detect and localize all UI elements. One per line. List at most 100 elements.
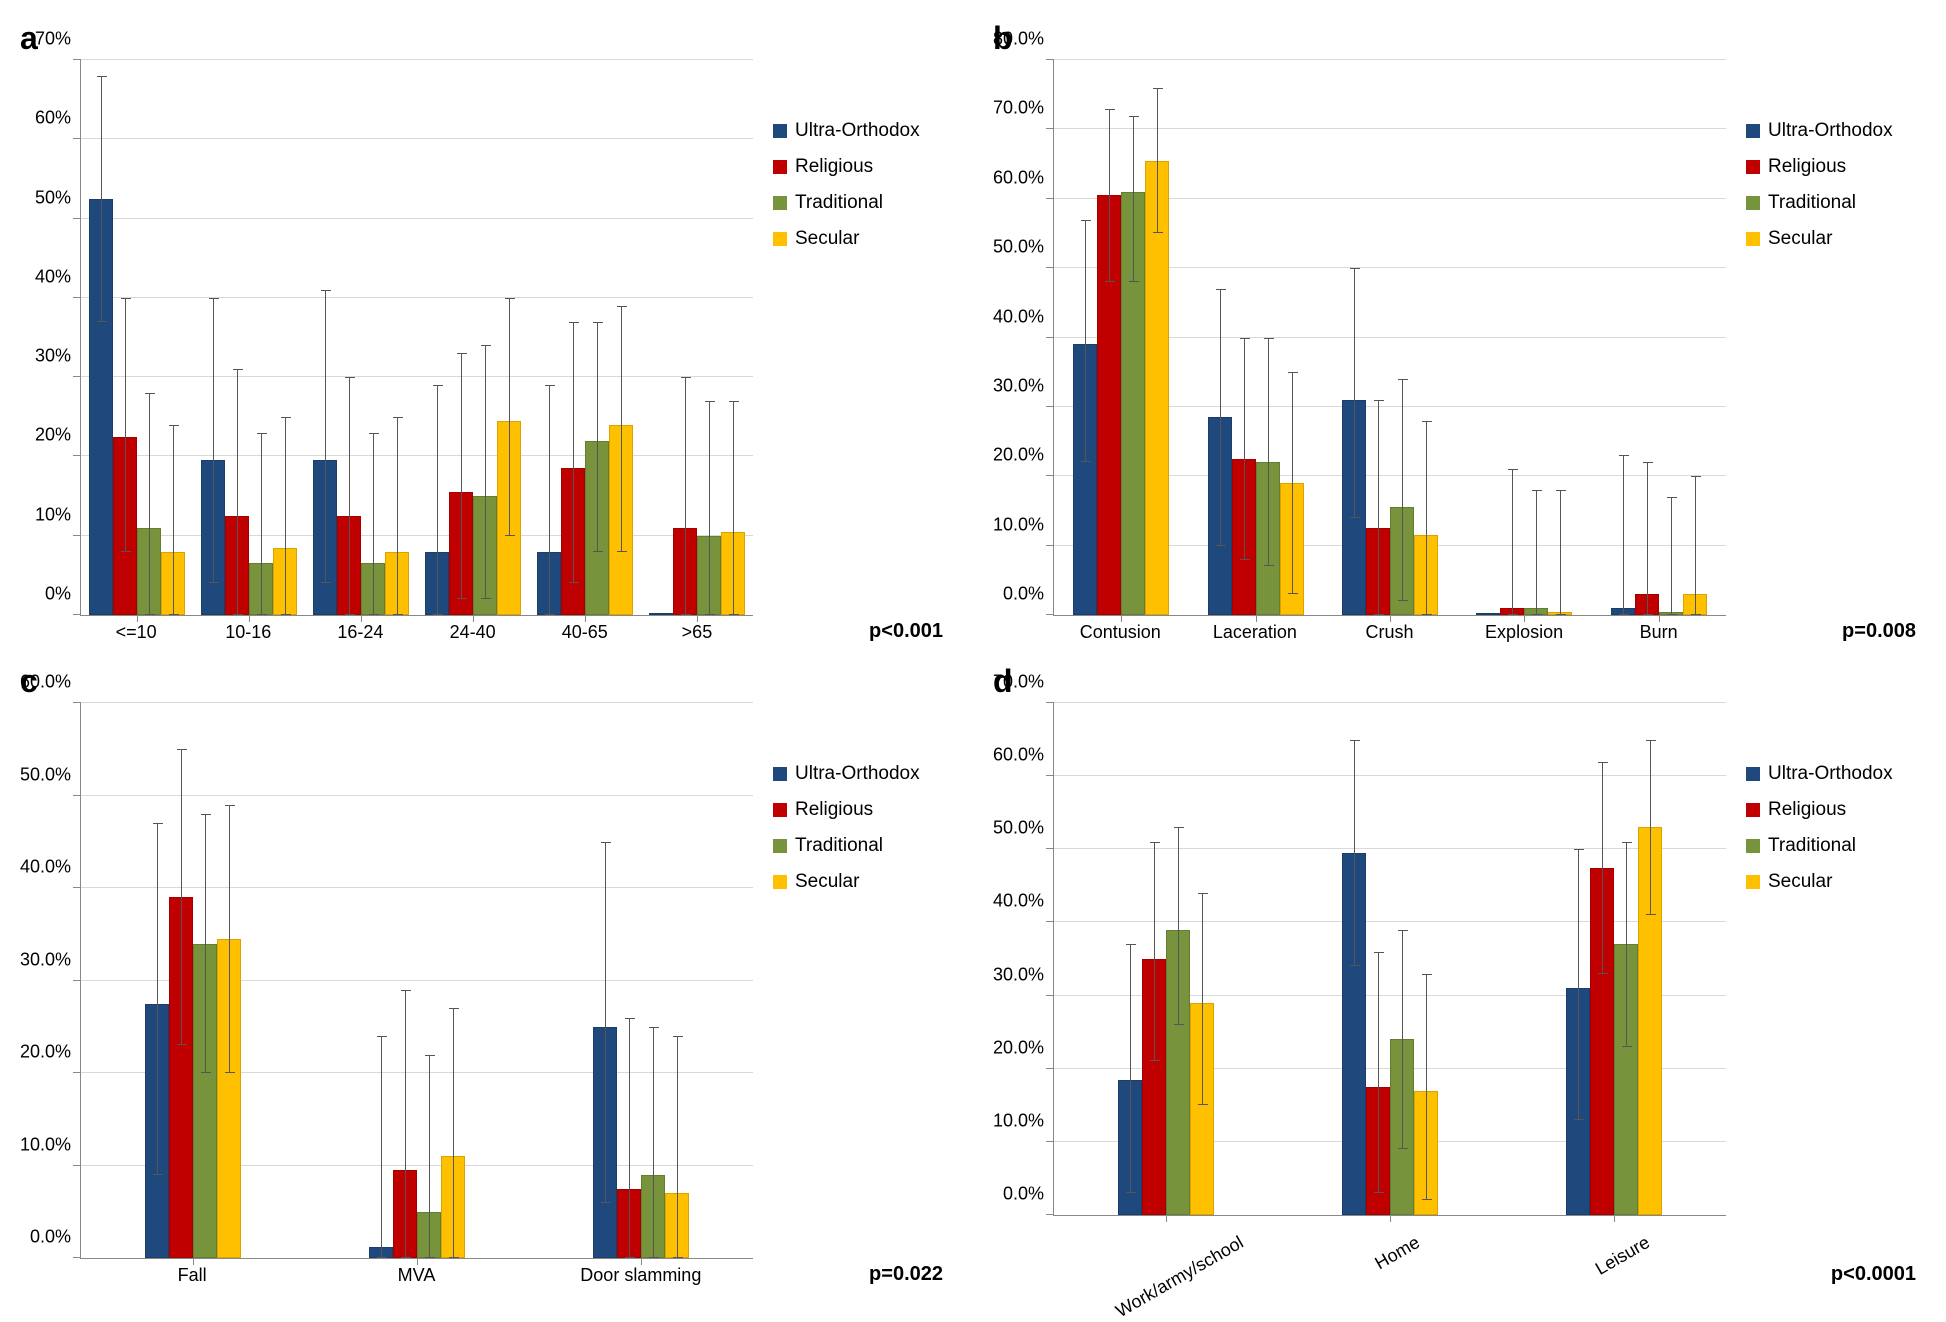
legend-label: Traditional xyxy=(1768,192,1856,214)
legend-label: Traditional xyxy=(795,192,883,214)
x-tick xyxy=(137,615,138,622)
error-cap-bottom xyxy=(433,614,443,615)
bar-group xyxy=(529,703,753,1258)
error-cap-top xyxy=(1556,490,1566,491)
error-bar xyxy=(1560,490,1561,615)
x-tick xyxy=(641,1258,642,1265)
legend-label: Religious xyxy=(1768,799,1846,821)
bar-group xyxy=(1323,60,1457,615)
error-cap-bottom xyxy=(209,582,219,583)
error-cap-bottom xyxy=(233,614,243,615)
legend-label: Ultra-Orthodox xyxy=(795,763,920,785)
error-cap-top xyxy=(177,749,187,750)
error-cap-bottom xyxy=(169,614,179,615)
x-tick xyxy=(193,1258,194,1265)
legend-label: Secular xyxy=(795,871,859,893)
error-cap-top xyxy=(1422,974,1432,975)
error-bar xyxy=(509,298,510,536)
error-cap-bottom xyxy=(145,614,155,615)
y-tick xyxy=(1046,1068,1054,1069)
bar-group xyxy=(641,60,753,615)
error-bar xyxy=(229,805,230,1073)
x-tick xyxy=(1390,1215,1391,1222)
error-bar xyxy=(1647,462,1648,615)
error-bar xyxy=(1378,952,1379,1193)
error-bar xyxy=(125,298,126,552)
error-overlay xyxy=(305,703,529,1258)
error-cap-bottom xyxy=(1574,1119,1584,1120)
error-bar xyxy=(397,417,398,615)
error-bar xyxy=(213,298,214,583)
error-cap-bottom xyxy=(601,1202,611,1203)
error-cap-top xyxy=(617,306,627,307)
error-cap-top xyxy=(153,823,163,824)
error-cap-bottom xyxy=(481,598,491,599)
y-axis-label: 30% xyxy=(35,346,81,367)
error-bar xyxy=(1085,220,1086,463)
p-value: p=0.008 xyxy=(1842,620,1916,643)
error-cap-top xyxy=(1350,268,1360,269)
error-bar xyxy=(1602,762,1603,974)
error-cap-bottom xyxy=(425,1257,435,1258)
error-cap-top xyxy=(457,353,467,354)
y-axis-label: 0.0% xyxy=(30,1227,81,1248)
error-bar xyxy=(1244,338,1245,560)
error-bar xyxy=(1671,497,1672,615)
error-bar xyxy=(1426,974,1427,1201)
error-cap-bottom xyxy=(705,614,715,615)
error-bar xyxy=(1536,490,1537,615)
bar-group xyxy=(1592,60,1726,615)
legend-swatch xyxy=(773,767,787,781)
error-cap-top xyxy=(1374,952,1384,953)
y-axis-label: 40.0% xyxy=(993,306,1054,327)
y-axis-label: 10% xyxy=(35,504,81,525)
error-cap-top xyxy=(345,377,355,378)
error-overlay xyxy=(417,60,529,615)
chart-area: 0.0%10.0%20.0%30.0%40.0%50.0%60.0%70.0%W… xyxy=(993,663,1726,1286)
legend-swatch xyxy=(773,196,787,210)
y-axis-label: 50.0% xyxy=(993,818,1054,839)
bar-group xyxy=(193,60,305,615)
y-tick xyxy=(73,138,81,139)
legend-label: Ultra-Orthodox xyxy=(1768,763,1893,785)
y-axis-label: 0.0% xyxy=(1003,584,1054,605)
error-overlay xyxy=(641,60,753,615)
error-bar xyxy=(453,1008,454,1258)
error-bar xyxy=(1626,842,1627,1047)
error-cap-top xyxy=(169,425,179,426)
error-cap-bottom xyxy=(625,1257,635,1258)
y-tick xyxy=(1046,775,1054,776)
error-cap-bottom xyxy=(97,321,107,322)
y-axis-label: 80.0% xyxy=(993,29,1054,50)
y-axis-label: 60.0% xyxy=(993,745,1054,766)
error-bar xyxy=(173,425,174,615)
error-cap-top xyxy=(1350,740,1360,741)
bar-group xyxy=(1054,60,1188,615)
x-tick xyxy=(585,615,586,622)
error-bar xyxy=(1268,338,1269,567)
error-bar xyxy=(157,823,158,1175)
y-axis-label: 10.0% xyxy=(993,1110,1054,1131)
y-tick xyxy=(1046,921,1054,922)
error-bar xyxy=(1695,476,1696,615)
error-cap-top xyxy=(705,401,715,402)
x-tick xyxy=(1659,615,1660,622)
error-bar xyxy=(629,1018,630,1259)
error-bar xyxy=(709,401,710,615)
error-bar xyxy=(677,1036,678,1258)
y-tick xyxy=(73,376,81,377)
error-cap-top xyxy=(1574,849,1584,850)
error-cap-top xyxy=(1150,842,1160,843)
error-overlay xyxy=(1054,703,1278,1215)
legend-label: Secular xyxy=(795,228,859,250)
bars-layer xyxy=(1054,703,1726,1215)
legend-item: Secular xyxy=(1746,871,1926,893)
error-cap-bottom xyxy=(1264,565,1274,566)
error-cap-top xyxy=(1129,116,1139,117)
error-cap-top xyxy=(1398,379,1408,380)
error-cap-bottom xyxy=(1240,559,1250,560)
error-cap-bottom xyxy=(1691,614,1701,615)
error-cap-bottom xyxy=(177,1044,187,1045)
error-bar xyxy=(205,814,206,1073)
y-axis-label: 20.0% xyxy=(20,1042,81,1063)
